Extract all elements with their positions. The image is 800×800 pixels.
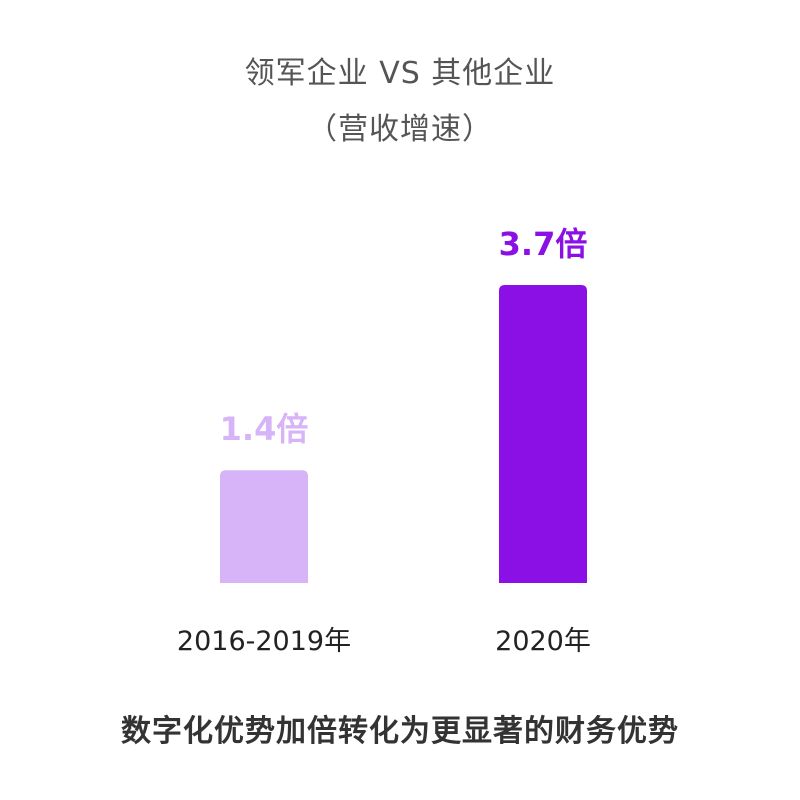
chart-title: 领军企业 VS 其他企业: [244, 56, 556, 91]
category-label-1: 2016-2019年: [177, 626, 351, 657]
bar-value-label-2: 3.7倍: [499, 225, 588, 263]
bar-value-label-1: 1.4倍: [220, 410, 309, 448]
category-label-2: 2020年: [495, 626, 591, 657]
chart-subtitle: （营收增速）: [307, 112, 493, 147]
chart-footer-caption: 数字化优势加倍转化为更显著的财务优势: [121, 714, 679, 749]
bar-2: [499, 285, 587, 583]
bar-1: [220, 470, 308, 583]
